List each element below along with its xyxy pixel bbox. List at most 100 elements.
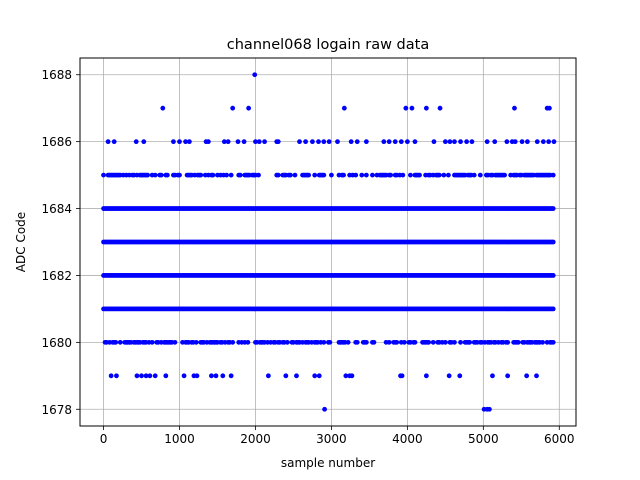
- data-point: [183, 139, 188, 145]
- data-point: [235, 139, 241, 145]
- data-point: [404, 139, 410, 145]
- data-point: [245, 339, 251, 345]
- data-point: [392, 139, 398, 145]
- data-point: [359, 172, 365, 178]
- y-tick-label: 1688: [41, 68, 72, 82]
- data-point: [442, 139, 448, 145]
- data-point: [158, 172, 164, 178]
- y-tick-label: 1686: [41, 135, 72, 149]
- x-tick-label: 4000: [392, 432, 423, 446]
- x-tick-label: 0: [100, 432, 108, 446]
- data-point: [400, 172, 406, 178]
- data-point: [224, 172, 230, 178]
- data-point: [534, 373, 539, 379]
- data-point: [111, 139, 117, 145]
- data-point: [303, 139, 308, 145]
- data-point: [283, 373, 289, 379]
- data-point: [447, 139, 453, 145]
- data-point: [469, 139, 475, 145]
- data-point: [230, 339, 236, 345]
- data-point: [550, 172, 556, 178]
- data-point: [193, 339, 199, 345]
- data-point: [490, 373, 495, 379]
- y-tick-label: 1684: [41, 202, 72, 216]
- data-point: [306, 172, 312, 178]
- data-point: [399, 373, 405, 379]
- data-point: [550, 239, 556, 245]
- data-point: [327, 339, 333, 345]
- y-tick-label: 1680: [41, 336, 72, 350]
- data-point: [504, 139, 510, 145]
- data-point: [458, 339, 463, 345]
- data-point: [363, 139, 369, 145]
- data-point: [430, 339, 436, 345]
- data-point: [341, 105, 347, 111]
- data-point: [310, 139, 315, 145]
- data-point: [398, 139, 404, 145]
- data-point: [423, 373, 429, 379]
- y-axis-label: ADC Code: [14, 212, 28, 272]
- data-point: [445, 172, 451, 178]
- data-point: [205, 139, 211, 145]
- data-point: [412, 339, 418, 345]
- data-point: [139, 373, 144, 379]
- data-point: [230, 105, 236, 111]
- data-point: [177, 172, 182, 178]
- data-point: [492, 139, 498, 145]
- data-point: [386, 139, 392, 145]
- data-point: [220, 373, 226, 379]
- data-point: [262, 139, 267, 145]
- data-point: [403, 105, 409, 111]
- data-point: [246, 105, 252, 111]
- data-point: [108, 373, 114, 379]
- data-point: [171, 139, 176, 145]
- data-point: [134, 373, 140, 379]
- data-point: [237, 172, 243, 178]
- x-tick-label: 6000: [544, 432, 575, 446]
- data-point: [370, 172, 375, 178]
- data-point: [316, 139, 321, 145]
- x-axis-label: sample number: [281, 456, 375, 470]
- data-point: [354, 339, 360, 345]
- data-point: [256, 139, 262, 145]
- data-point: [321, 172, 327, 178]
- data-point: [164, 172, 170, 178]
- data-point: [388, 172, 394, 178]
- data-point: [484, 139, 490, 145]
- data-point: [172, 339, 178, 345]
- data-point: [297, 139, 302, 145]
- data-point: [409, 105, 415, 111]
- data-point: [381, 139, 387, 145]
- data-point: [348, 139, 354, 145]
- data-point: [143, 373, 149, 379]
- data-point: [209, 373, 214, 379]
- data-point: [275, 139, 281, 145]
- data-point: [363, 172, 369, 178]
- data-point: [436, 172, 442, 178]
- data-point: [275, 172, 281, 178]
- x-tick-label: 2000: [240, 432, 271, 446]
- data-point: [417, 172, 422, 178]
- data-point: [133, 139, 139, 145]
- data-point: [160, 105, 166, 111]
- data-point: [181, 373, 187, 379]
- data-point: [477, 172, 483, 178]
- data-point: [431, 139, 437, 145]
- y-axis: 1678 1680 1682 1684 1686 1688: [41, 68, 80, 417]
- data-point: [452, 139, 457, 145]
- x-tick-label: 3000: [316, 432, 347, 446]
- data-point: [551, 139, 557, 145]
- data-point: [321, 139, 327, 145]
- data-point: [152, 373, 158, 379]
- data-point: [145, 172, 151, 178]
- data-point: [550, 339, 556, 345]
- data-point: [210, 172, 216, 178]
- data-point: [147, 373, 153, 379]
- x-axis: 0 1000 2000 3000 4000 5000 6000: [100, 426, 575, 446]
- data-point: [141, 139, 147, 145]
- data-point: [105, 139, 111, 145]
- data-point: [412, 139, 418, 145]
- data-point: [294, 373, 299, 379]
- data-point: [312, 172, 318, 178]
